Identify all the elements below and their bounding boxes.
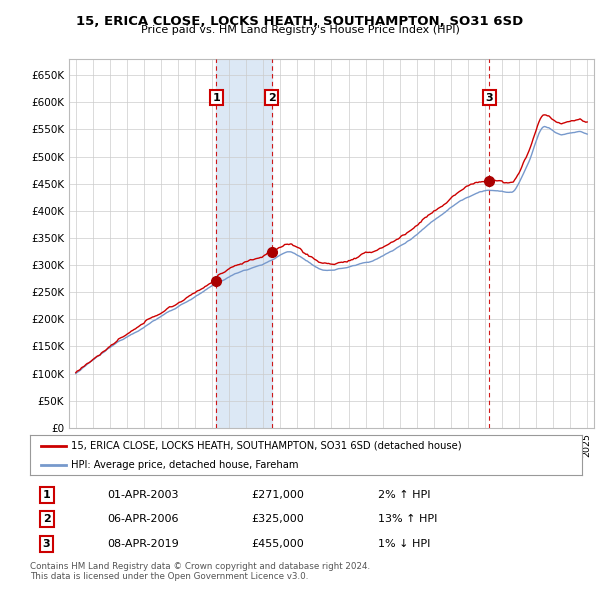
Text: 2: 2 <box>43 514 50 524</box>
Text: 13% ↑ HPI: 13% ↑ HPI <box>378 514 437 524</box>
Text: 3: 3 <box>485 93 493 103</box>
Text: 15, ERICA CLOSE, LOCKS HEATH, SOUTHAMPTON, SO31 6SD: 15, ERICA CLOSE, LOCKS HEATH, SOUTHAMPTO… <box>76 15 524 28</box>
Text: Contains HM Land Registry data © Crown copyright and database right 2024.
This d: Contains HM Land Registry data © Crown c… <box>30 562 370 581</box>
Text: 01-APR-2003: 01-APR-2003 <box>107 490 179 500</box>
Text: 15, ERICA CLOSE, LOCKS HEATH, SOUTHAMPTON, SO31 6SD (detached house): 15, ERICA CLOSE, LOCKS HEATH, SOUTHAMPTO… <box>71 441 462 451</box>
Text: £325,000: £325,000 <box>251 514 304 524</box>
Text: 3: 3 <box>43 539 50 549</box>
Text: 08-APR-2019: 08-APR-2019 <box>107 539 179 549</box>
Text: 2% ↑ HPI: 2% ↑ HPI <box>378 490 430 500</box>
Text: 2: 2 <box>268 93 276 103</box>
Bar <box>217 59 272 428</box>
Text: £271,000: £271,000 <box>251 490 304 500</box>
Text: HPI: Average price, detached house, Fareham: HPI: Average price, detached house, Fare… <box>71 460 299 470</box>
Text: 06-APR-2006: 06-APR-2006 <box>107 514 179 524</box>
Text: £455,000: £455,000 <box>251 539 304 549</box>
Text: 1: 1 <box>212 93 220 103</box>
Text: 1: 1 <box>43 490 50 500</box>
Text: Price paid vs. HM Land Registry's House Price Index (HPI): Price paid vs. HM Land Registry's House … <box>140 25 460 35</box>
Text: 1% ↓ HPI: 1% ↓ HPI <box>378 539 430 549</box>
